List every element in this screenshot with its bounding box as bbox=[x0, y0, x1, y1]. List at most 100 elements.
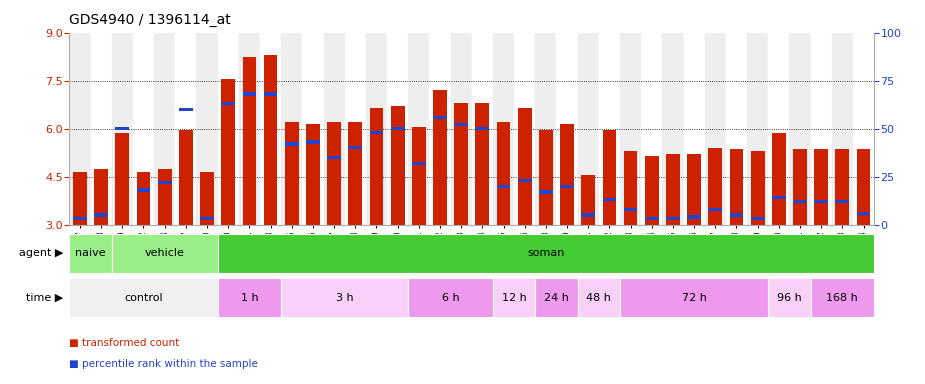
Bar bbox=[239, 33, 260, 225]
Bar bbox=[518, 108, 532, 225]
Text: agent ▶: agent ▶ bbox=[18, 248, 63, 258]
Bar bbox=[429, 33, 450, 225]
Bar bbox=[217, 278, 281, 317]
Bar bbox=[514, 33, 536, 225]
Bar bbox=[408, 33, 429, 225]
Bar bbox=[645, 156, 659, 225]
Bar bbox=[408, 278, 493, 317]
Bar bbox=[789, 33, 810, 225]
Bar bbox=[260, 33, 281, 225]
Text: ■ transformed count: ■ transformed count bbox=[69, 338, 179, 348]
Bar bbox=[472, 33, 493, 225]
Bar bbox=[810, 33, 832, 225]
Bar bbox=[835, 200, 849, 203]
Bar bbox=[349, 146, 363, 149]
Text: 48 h: 48 h bbox=[586, 293, 611, 303]
Bar bbox=[602, 130, 616, 225]
Text: naive: naive bbox=[75, 248, 105, 258]
Bar bbox=[179, 108, 192, 111]
Bar bbox=[561, 185, 574, 188]
Text: control: control bbox=[124, 293, 163, 303]
Bar bbox=[751, 151, 765, 225]
Bar bbox=[281, 278, 408, 317]
Bar bbox=[772, 134, 785, 225]
Bar bbox=[454, 123, 468, 126]
Bar bbox=[581, 175, 595, 225]
Bar bbox=[412, 162, 426, 165]
Text: 12 h: 12 h bbox=[501, 293, 526, 303]
Text: 168 h: 168 h bbox=[826, 293, 858, 303]
Bar bbox=[577, 278, 620, 317]
Bar bbox=[349, 122, 363, 225]
Bar bbox=[390, 106, 404, 225]
Bar bbox=[793, 200, 807, 203]
Bar bbox=[221, 79, 235, 225]
Bar bbox=[620, 278, 769, 317]
Text: 1 h: 1 h bbox=[240, 293, 258, 303]
Bar bbox=[221, 102, 235, 105]
Bar bbox=[217, 33, 239, 225]
Text: 6 h: 6 h bbox=[442, 293, 460, 303]
Bar bbox=[324, 33, 345, 225]
Bar bbox=[69, 234, 112, 273]
Bar bbox=[345, 33, 366, 225]
Bar bbox=[709, 208, 722, 211]
Bar bbox=[73, 217, 87, 220]
Bar bbox=[769, 278, 810, 317]
Text: 96 h: 96 h bbox=[777, 293, 802, 303]
Bar bbox=[264, 93, 278, 96]
Bar bbox=[577, 33, 598, 225]
Bar bbox=[726, 33, 747, 225]
Bar bbox=[581, 214, 595, 217]
Bar bbox=[493, 33, 514, 225]
Bar bbox=[154, 33, 175, 225]
Bar bbox=[264, 55, 278, 225]
Bar bbox=[217, 234, 874, 273]
Bar bbox=[370, 108, 383, 225]
Text: soman: soman bbox=[527, 248, 564, 258]
Bar bbox=[853, 33, 874, 225]
Bar bbox=[687, 154, 701, 225]
Bar bbox=[112, 234, 217, 273]
Text: GDS4940 / 1396114_at: GDS4940 / 1396114_at bbox=[69, 13, 231, 27]
Bar bbox=[705, 33, 726, 225]
Bar bbox=[116, 134, 130, 225]
Bar bbox=[857, 149, 870, 225]
Bar bbox=[493, 278, 536, 317]
Bar bbox=[536, 278, 577, 317]
Bar bbox=[158, 169, 171, 225]
Bar bbox=[620, 33, 641, 225]
Bar bbox=[641, 33, 662, 225]
Bar bbox=[158, 181, 171, 184]
Bar bbox=[112, 33, 133, 225]
Bar bbox=[857, 212, 870, 215]
Bar bbox=[390, 127, 404, 130]
Bar bbox=[366, 33, 387, 225]
Text: vehicle: vehicle bbox=[144, 248, 185, 258]
Text: time ▶: time ▶ bbox=[26, 293, 63, 303]
Bar bbox=[539, 190, 553, 194]
Bar bbox=[497, 122, 511, 225]
Bar bbox=[454, 103, 468, 225]
Bar bbox=[281, 33, 302, 225]
Bar bbox=[539, 130, 553, 225]
Bar bbox=[557, 33, 577, 225]
Text: ■ percentile rank within the sample: ■ percentile rank within the sample bbox=[69, 359, 258, 369]
Bar bbox=[684, 33, 705, 225]
Bar bbox=[200, 217, 214, 220]
Bar bbox=[242, 93, 256, 96]
Bar bbox=[327, 156, 341, 159]
Bar bbox=[133, 33, 154, 225]
Bar bbox=[602, 198, 616, 201]
Bar bbox=[814, 149, 828, 225]
Bar bbox=[832, 33, 853, 225]
Bar bbox=[772, 196, 785, 199]
Bar bbox=[175, 33, 196, 225]
Bar bbox=[433, 116, 447, 119]
Bar bbox=[137, 189, 151, 192]
Bar bbox=[302, 33, 324, 225]
Bar bbox=[94, 169, 108, 225]
Bar bbox=[751, 217, 765, 220]
Bar bbox=[196, 33, 217, 225]
Bar bbox=[497, 185, 511, 188]
